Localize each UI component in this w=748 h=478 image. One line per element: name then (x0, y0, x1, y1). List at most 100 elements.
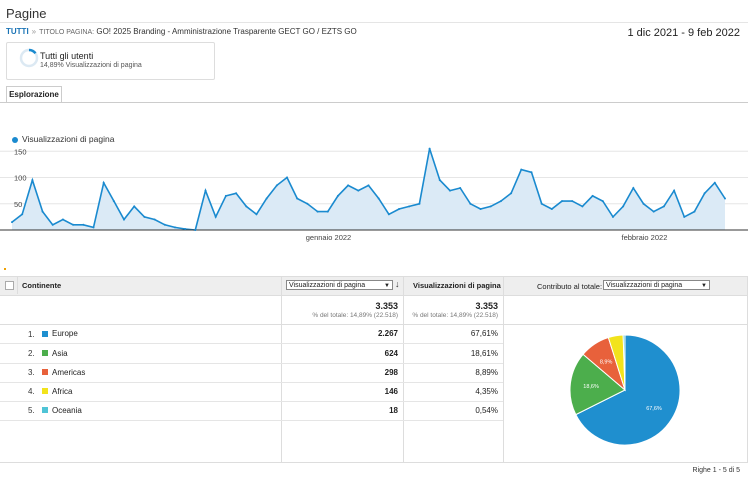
divider (0, 22, 748, 23)
data-point (642, 202, 645, 205)
data-point (224, 194, 227, 197)
data-point (387, 213, 390, 216)
table-bottom-border (0, 462, 748, 463)
row-value: 146 (384, 387, 398, 396)
breadcrumb-separator: » (31, 27, 37, 36)
y-tick-label: 100 (14, 174, 27, 183)
pagination-info: Righe 1 - 5 di 5 (692, 467, 740, 474)
row-number: 2. (28, 349, 35, 358)
metric-select[interactable]: Visualizzazioni di pagina ▼ (286, 280, 393, 290)
row-continent[interactable]: Americas (52, 368, 86, 377)
col-divider (403, 276, 404, 462)
data-point (601, 200, 604, 203)
legend-label: Visualizzazioni di pagina (22, 134, 115, 144)
data-point (11, 221, 13, 224)
color-swatch (42, 369, 48, 375)
color-swatch (42, 388, 48, 394)
data-point (418, 202, 421, 205)
data-point (571, 200, 574, 203)
row-continent[interactable]: Europe (52, 329, 78, 338)
x-tick-label: febbraio 2022 (622, 233, 668, 242)
pie-slice[interactable] (569, 353, 626, 416)
tab-esplorazione[interactable]: Esplorazione (6, 86, 62, 103)
breadcrumb-root-link[interactable]: TUTTI (6, 27, 29, 36)
table-row[interactable] (0, 363, 503, 383)
data-point (408, 205, 411, 208)
data-point (357, 189, 360, 192)
pie-chart[interactable]: 67,6% 18,6% 8,9% (560, 330, 690, 452)
data-point (204, 189, 207, 192)
table-row[interactable] (0, 344, 503, 364)
chart-legend: Visualizzazioni di pagina (12, 134, 114, 144)
data-point (703, 192, 706, 195)
row-number: 1. (28, 330, 35, 339)
row-value: 298 (384, 368, 398, 377)
row-number: 3. (28, 368, 35, 377)
data-point (520, 168, 523, 171)
pie-slice[interactable] (622, 334, 626, 391)
column-header-pageviews[interactable]: Visualizzazioni di pagina (413, 281, 501, 290)
row-continent[interactable]: Africa (52, 387, 73, 396)
data-point (143, 215, 146, 218)
table-row[interactable] (0, 324, 503, 344)
date-range-picker[interactable]: 1 dic 2021 - 9 feb 2022 (627, 27, 740, 39)
data-point (448, 189, 451, 192)
data-point (428, 147, 431, 150)
select-all-checkbox[interactable] (5, 281, 14, 290)
data-point (367, 184, 370, 187)
data-point (112, 200, 115, 203)
contribution-select[interactable]: Visualizzazioni di pagina ▼ (603, 280, 710, 290)
data-point (673, 189, 676, 192)
segment-subtitle: 14,89% Visualizzazioni di pagina (40, 62, 142, 69)
breadcrumb-dimension-label: TITOLO PAGINA: (39, 29, 95, 36)
data-point (550, 208, 553, 210)
total-value-1: 3.353 (375, 301, 398, 311)
pie-slice[interactable] (575, 334, 681, 446)
data-point (286, 176, 289, 179)
row-number: 5. (28, 406, 35, 415)
pie-slice-label: 67,6% (646, 406, 662, 412)
metric-select-value: Visualizzazioni di pagina (289, 282, 366, 289)
row-percent: 8,89% (475, 368, 498, 377)
row-continent[interactable]: Oceania (52, 406, 82, 415)
data-point (123, 218, 126, 221)
total-sub-1: % del totale: 14,89% (22.518) (312, 312, 398, 319)
data-point (662, 205, 665, 208)
total-value-2: 3.353 (475, 301, 498, 311)
col-divider (281, 276, 282, 462)
data-point (622, 205, 625, 208)
data-point (652, 210, 655, 213)
contribution-label: Contributo al totale: (537, 282, 603, 291)
sort-arrow-icon[interactable]: ↓ (395, 279, 400, 289)
area-fill (12, 148, 725, 230)
row-continent[interactable]: Asia (52, 349, 68, 358)
data-point (469, 202, 472, 205)
table-row[interactable] (0, 401, 503, 421)
color-swatch (42, 350, 48, 356)
legend-dot-icon (12, 136, 18, 143)
page-title: Pagine (6, 6, 47, 21)
y-tick-label: 50 (14, 200, 22, 209)
segment-name: Tutti gli utenti (40, 51, 94, 61)
data-point (41, 210, 44, 213)
chevron-down-icon: ▼ (701, 283, 707, 289)
data-point (693, 210, 696, 213)
total-sub-2: % del totale: 14,89% (22.518) (412, 312, 498, 319)
line-chart[interactable]: 50 100 150 gennaio 2022 febbraio 2022 (0, 140, 748, 245)
row-value: 624 (384, 349, 398, 358)
data-point (194, 229, 197, 231)
column-header-continent[interactable]: Continente (22, 281, 62, 290)
data-point (479, 208, 482, 210)
row-value: 2.267 (377, 329, 398, 338)
pie-slice-label: 18,6% (583, 384, 599, 390)
table-row[interactable] (0, 382, 503, 402)
data-point (51, 223, 54, 226)
data-point (92, 226, 95, 229)
segment-card[interactable] (6, 42, 215, 80)
data-point (459, 187, 462, 189)
data-point (530, 171, 533, 174)
col-divider (503, 276, 504, 462)
data-point (102, 181, 105, 184)
data-point (21, 213, 24, 216)
data-point (326, 210, 329, 213)
